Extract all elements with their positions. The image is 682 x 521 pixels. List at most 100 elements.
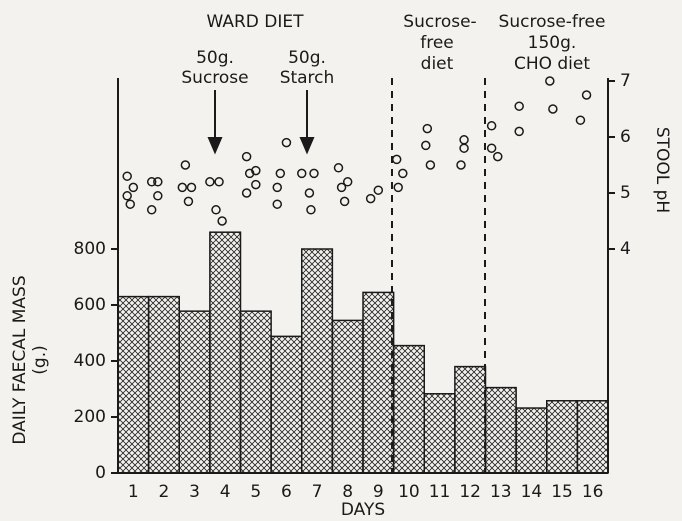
x-tick-label: 9: [373, 482, 384, 502]
x-tick-label: 3: [189, 482, 200, 502]
ph-point: [205, 177, 215, 187]
ph-point: [272, 199, 282, 209]
bar: [362, 291, 395, 474]
ph-point: [122, 171, 132, 181]
x-tick-label: 16: [582, 482, 604, 502]
ph-point: [180, 160, 191, 170]
ph-point: [272, 182, 282, 193]
x-tick-label: 13: [490, 482, 512, 502]
ph-point: [251, 165, 261, 176]
ph-point: [373, 185, 384, 195]
ph-point: [393, 182, 403, 193]
ph-point: [514, 101, 524, 111]
bar: [178, 310, 211, 474]
ph-point: [545, 76, 555, 86]
bar: [423, 393, 456, 474]
x-tick-label: 4: [220, 482, 231, 502]
ph-point: [306, 205, 316, 215]
ph-point: [459, 143, 469, 153]
ph-point: [183, 196, 194, 207]
ph-point: [421, 140, 431, 151]
bar: [117, 295, 150, 474]
ph-point: [514, 126, 524, 137]
annotation: CHO diet: [514, 54, 590, 74]
bar: [392, 344, 425, 474]
annotation: WARD DIET: [206, 12, 304, 32]
x-tick-label: 2: [159, 482, 170, 502]
x-tick-label: 12: [459, 482, 481, 502]
ph-point: [333, 163, 344, 173]
ph-point: [459, 135, 469, 145]
ph-point: [281, 137, 292, 148]
ph-point: [493, 151, 503, 162]
ph-point: [146, 177, 157, 187]
ph-point: [456, 160, 466, 170]
annotation: 50g.: [196, 48, 234, 68]
ph-point: [365, 193, 376, 204]
annotation: free: [420, 33, 454, 53]
annotation: Sucrose-free: [499, 12, 606, 32]
x-tick-label: 8: [342, 482, 353, 502]
bar: [270, 335, 303, 474]
y-axis-label: DAILY FAECAL MASS: [10, 275, 30, 444]
annotation: Starch: [280, 68, 335, 88]
bar: [454, 365, 487, 474]
x-tick-label: 5: [250, 482, 261, 502]
ph-point: [486, 143, 497, 153]
ph-point: [391, 154, 402, 165]
ph-point: [241, 188, 252, 198]
ph-point: [275, 168, 286, 179]
ph-point: [125, 199, 135, 209]
ph-point: [297, 168, 307, 179]
ph-point: [398, 168, 408, 179]
annotation: Sucrose-: [403, 12, 476, 32]
ph-point: [581, 90, 592, 100]
x-tick-label: 15: [551, 482, 573, 502]
y-tick-label: 600: [74, 295, 106, 315]
ph-point: [153, 191, 163, 201]
y2-tick-label: 5: [620, 183, 631, 203]
ph-point: [342, 177, 353, 187]
ph-point: [548, 104, 558, 114]
x-tick-label: 10: [398, 482, 420, 502]
ph-point: [146, 205, 157, 215]
bar: [546, 400, 579, 474]
ph-point: [186, 182, 197, 193]
bar: [484, 386, 517, 474]
y-tick-label: 0: [95, 463, 106, 483]
bar: [147, 295, 180, 474]
ph-point: [422, 123, 433, 134]
x-tick-label: 6: [281, 482, 292, 502]
x-axis-label: DAYS: [341, 500, 385, 520]
y2-tick-label: 6: [620, 127, 631, 147]
annotation: diet: [421, 54, 454, 74]
bar: [301, 248, 334, 474]
ph-point: [153, 177, 163, 187]
arrows: [207, 90, 315, 155]
ph-point: [128, 182, 139, 193]
annotation: 150g.: [528, 33, 577, 53]
ph-point: [122, 191, 132, 201]
y2-tick-label: 4: [620, 239, 631, 259]
bar: [515, 407, 548, 474]
y-axis-label: (g.): [30, 345, 50, 374]
bar: [331, 319, 364, 474]
bar: [209, 231, 242, 474]
annotation: Sucrose: [181, 68, 248, 88]
y-tick-label: 400: [74, 351, 106, 371]
x-tick-label: 11: [429, 482, 451, 502]
x-tick-label: 7: [312, 482, 323, 502]
ph-point: [304, 188, 315, 198]
bar: [576, 400, 609, 474]
ph-point: [251, 179, 261, 190]
y-tick-label: 800: [74, 239, 106, 259]
ph-point: [211, 205, 221, 215]
ph-point: [217, 216, 227, 226]
bar: [239, 310, 272, 474]
ph-point: [486, 121, 497, 131]
ph-point: [177, 182, 188, 193]
y-tick-label: 200: [74, 407, 106, 427]
y2-axis-label: STOOL pH: [652, 127, 672, 213]
ph-point: [425, 160, 436, 170]
